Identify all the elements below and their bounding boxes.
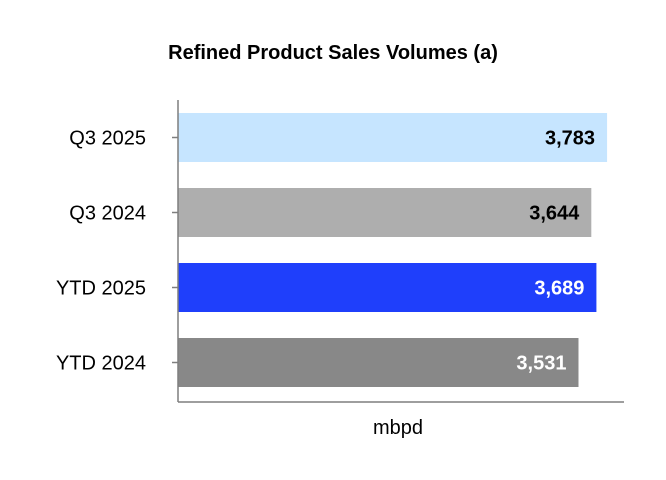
bar-1: [178, 188, 592, 237]
value-label-2: 3,689: [534, 278, 584, 300]
value-label-1: 3,644: [529, 203, 580, 225]
value-label-3: 3,531: [516, 353, 566, 375]
x-axis-label: mbpd: [373, 417, 423, 439]
bar-0: [178, 113, 608, 162]
value-label-0: 3,783: [545, 128, 595, 150]
category-label-0: Q3 2025: [69, 128, 146, 150]
category-label-1: Q3 2024: [69, 203, 146, 225]
category-label-2: YTD 2025: [56, 278, 146, 300]
bar-3: [178, 338, 579, 387]
bars-group: Q3 2025 3,783 Q3 2024 3,644 YTD 2025 3,689 YTD…: [56, 113, 608, 387]
chart-title: Refined Product Sales Volumes (a): [168, 42, 498, 64]
bar-2: [178, 263, 597, 312]
category-label-3: YTD 2024: [56, 353, 146, 375]
